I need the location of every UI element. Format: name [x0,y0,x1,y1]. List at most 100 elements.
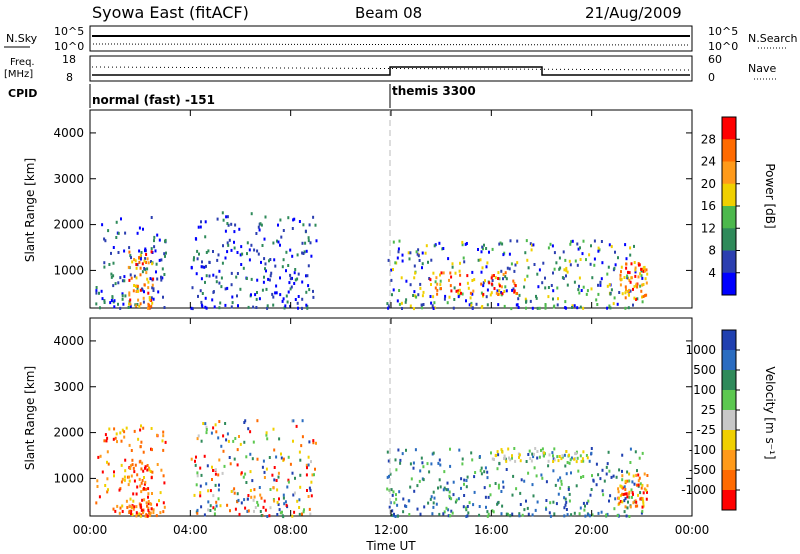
data-point [106,490,109,494]
data-point [141,498,144,502]
data-point [209,504,212,508]
data-point [497,293,500,296]
data-point [624,505,627,509]
data-point [437,486,439,490]
data-point [536,306,539,310]
data-point [582,450,585,454]
data-point [143,476,145,479]
data-point [570,456,573,460]
data-point [569,263,572,267]
data-point [544,276,546,280]
nsky-panel: N.Sky 10^5 10^0 10^5 10^0 N.Search [4,25,798,53]
data-point [553,447,556,451]
data-point [634,504,637,508]
data-point [646,490,648,494]
data-point [625,266,628,270]
data-point [593,263,596,267]
data-point [564,258,567,262]
data-point [240,471,243,475]
data-point [582,475,585,478]
data-point [552,469,555,473]
data-point [212,250,214,253]
data-point [233,230,236,234]
data-point [636,483,638,487]
data-point [489,493,492,497]
data-point [484,279,486,283]
data-point [631,491,634,495]
data-point [555,502,558,506]
data-point [635,282,638,286]
data-point [471,270,474,274]
data-point [419,282,422,286]
data-point [144,480,147,484]
data-point [395,497,398,501]
data-point [590,287,593,291]
data-point [128,475,130,479]
data-point [224,287,227,291]
data-point [207,508,210,512]
data-point [292,218,295,222]
data-point [396,256,399,260]
data-point [308,507,311,511]
data-point [466,475,469,479]
data-point [160,275,162,279]
data-point [606,512,609,516]
data-point [135,290,138,293]
data-point [461,240,464,244]
data-point [256,249,259,253]
data-point [640,289,643,293]
data-point [566,513,569,517]
data-point [299,473,302,477]
data-point [387,306,390,310]
data-point [641,509,644,513]
data-point [265,467,268,471]
data-point [238,435,240,438]
data-point [134,259,137,263]
colorbar-swatch [722,470,736,491]
data-point [129,254,132,258]
data-point [164,254,166,258]
data-point [597,283,599,287]
data-point [161,267,164,271]
data-point [451,262,454,266]
y-tick-label: 2000 [53,426,84,440]
data-point [269,488,272,491]
data-point [100,289,103,293]
data-point [613,266,616,270]
data-point [427,260,429,264]
data-point [579,454,582,458]
data-point [533,263,536,266]
data-point [582,459,585,463]
data-point [479,469,482,473]
data-point [279,218,282,222]
data-point [553,512,556,516]
data-point [115,220,118,224]
data-point [123,478,126,482]
data-point [496,502,499,506]
data-point [124,294,127,298]
data-point [293,282,296,285]
data-point [388,474,390,478]
data-point [641,276,644,280]
data-point [139,484,142,488]
data-point [462,505,465,509]
data-point [552,289,555,293]
data-point [526,506,529,510]
data-point [525,460,528,463]
data-point [490,276,493,280]
data-point [532,455,535,459]
data-point [285,503,288,507]
data-point [200,439,203,443]
data-point [391,509,394,513]
data-point [584,504,586,508]
data-point [214,483,217,487]
data-point [251,457,254,461]
data-point [140,505,143,509]
data-point [608,243,611,247]
data-point [149,470,152,473]
data-point [117,251,120,254]
data-point [438,512,441,516]
data-point [301,251,304,255]
